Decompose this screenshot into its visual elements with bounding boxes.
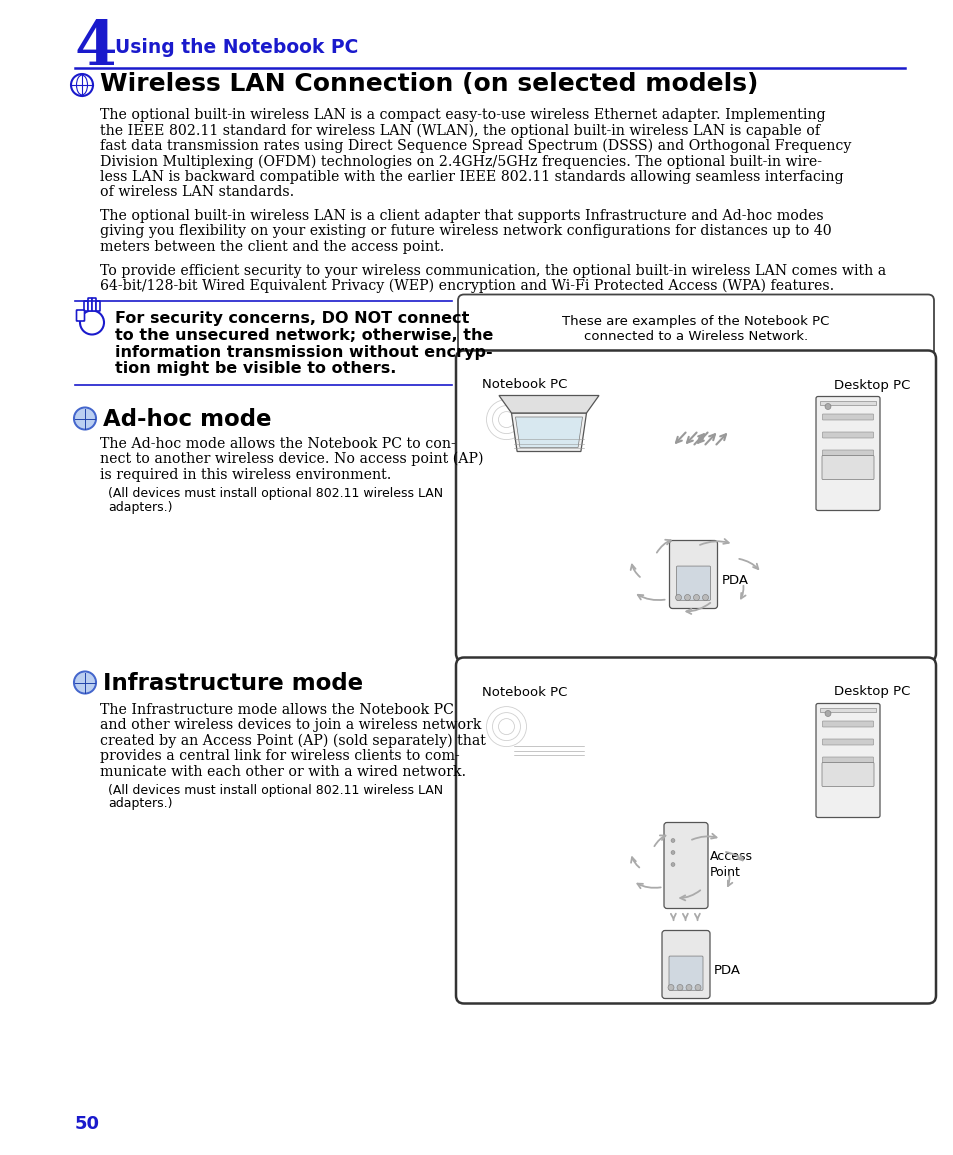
Circle shape [670,839,675,842]
Circle shape [670,850,675,855]
Circle shape [824,403,830,410]
FancyBboxPatch shape [456,657,935,1004]
Text: To provide efficient security to your wireless communication, the optional built: To provide efficient security to your wi… [100,263,885,277]
Polygon shape [820,401,875,404]
Text: Notebook PC: Notebook PC [481,686,567,699]
Text: (All devices must install optional 802.11 wireless LAN: (All devices must install optional 802.1… [108,487,442,500]
FancyBboxPatch shape [821,455,873,479]
Text: Desktop PC: Desktop PC [833,379,909,392]
Text: 64-bit/128-bit Wired Equivalent Privacy (WEP) encryption and Wi-Fi Protected Acc: 64-bit/128-bit Wired Equivalent Privacy … [100,280,833,293]
Circle shape [685,984,691,991]
Circle shape [695,984,700,991]
FancyBboxPatch shape [815,396,879,511]
Text: For security concerns, DO NOT connect: For security concerns, DO NOT connect [115,311,469,326]
FancyBboxPatch shape [91,298,96,311]
FancyBboxPatch shape [821,739,873,745]
Circle shape [675,595,680,601]
Text: fast data transmission rates using Direct Sequence Spread Spectrum (DSSS) and Or: fast data transmission rates using Direc… [100,139,850,154]
Text: (All devices must install optional 802.11 wireless LAN: (All devices must install optional 802.1… [108,784,442,797]
Polygon shape [820,708,875,711]
Text: tion might be visible to others.: tion might be visible to others. [115,362,395,377]
Polygon shape [511,413,586,452]
Text: and other wireless devices to join a wireless network: and other wireless devices to join a wir… [100,718,481,732]
Text: 50: 50 [75,1115,100,1133]
Polygon shape [511,720,586,759]
FancyBboxPatch shape [457,295,933,357]
Text: Notebook PC: Notebook PC [481,379,567,392]
Circle shape [693,595,699,601]
FancyBboxPatch shape [821,432,873,438]
Text: provides a central link for wireless clients to com-: provides a central link for wireless cli… [100,748,459,763]
Text: The optional built-in wireless LAN is a client adapter that supports Infrastruct: The optional built-in wireless LAN is a … [100,209,822,223]
Circle shape [670,863,675,866]
Circle shape [75,409,95,429]
FancyBboxPatch shape [76,310,85,321]
FancyBboxPatch shape [821,757,873,763]
FancyBboxPatch shape [821,450,873,456]
Text: The Infrastructure mode allows the Notebook PC: The Infrastructure mode allows the Noteb… [100,702,454,716]
Polygon shape [498,702,598,720]
Text: Using the Notebook PC: Using the Notebook PC [115,38,358,57]
Circle shape [677,984,682,991]
Text: These are examples of the Notebook PC: These are examples of the Notebook PC [561,314,829,328]
Text: information transmission without encryp-: information transmission without encryp- [115,344,492,359]
Text: Infrastructure mode: Infrastructure mode [103,672,363,695]
FancyBboxPatch shape [663,822,707,909]
Circle shape [75,672,95,693]
Polygon shape [515,724,582,754]
FancyBboxPatch shape [821,721,873,726]
Text: PDA: PDA [713,963,740,976]
Text: the IEEE 802.11 standard for wireless LAN (WLAN), the optional built-in wireless: the IEEE 802.11 standard for wireless LA… [100,124,820,137]
Text: Wireless LAN Connection (on selected models): Wireless LAN Connection (on selected mod… [100,72,758,96]
Text: Desktop PC: Desktop PC [833,686,909,699]
Text: adapters.): adapters.) [108,797,172,811]
Polygon shape [515,417,582,447]
Text: meters between the client and the access point.: meters between the client and the access… [100,240,444,254]
Text: created by an Access Point (AP) (sold separately) that: created by an Access Point (AP) (sold se… [100,733,485,748]
Text: municate with each other or with a wired network.: municate with each other or with a wired… [100,765,466,778]
Circle shape [824,710,830,716]
FancyBboxPatch shape [661,931,709,999]
FancyBboxPatch shape [676,566,710,601]
FancyBboxPatch shape [84,301,88,311]
Text: PDA: PDA [720,574,748,587]
Text: is required in this wireless environment.: is required in this wireless environment… [100,468,391,482]
FancyBboxPatch shape [815,703,879,818]
Text: giving you flexibility on your existing or future wireless network configuration: giving you flexibility on your existing … [100,224,831,238]
Circle shape [667,984,673,991]
FancyBboxPatch shape [456,350,935,662]
Text: of wireless LAN standards.: of wireless LAN standards. [100,186,294,200]
FancyBboxPatch shape [88,298,91,311]
Polygon shape [498,395,598,413]
FancyBboxPatch shape [96,301,100,311]
Text: 4: 4 [75,18,117,79]
FancyBboxPatch shape [821,762,873,787]
Text: Ad-hoc mode: Ad-hoc mode [103,409,272,432]
Text: Division Multiplexing (OFDM) technologies on 2.4GHz/5GHz frequencies. The option: Division Multiplexing (OFDM) technologie… [100,155,821,169]
Text: less LAN is backward compatible with the earlier IEEE 802.11 standards allowing : less LAN is backward compatible with the… [100,170,842,184]
Text: The Ad-hoc mode allows the Notebook PC to con-: The Ad-hoc mode allows the Notebook PC t… [100,437,456,450]
FancyBboxPatch shape [669,541,717,609]
Text: to the unsecured network; otherwise, the: to the unsecured network; otherwise, the [115,328,493,343]
Text: nect to another wireless device. No access point (AP): nect to another wireless device. No acce… [100,452,483,467]
Text: connected to a Wireless Network.: connected to a Wireless Network. [583,330,807,343]
FancyBboxPatch shape [668,956,702,990]
Circle shape [684,595,690,601]
Text: adapters.): adapters.) [108,500,172,514]
FancyBboxPatch shape [821,413,873,420]
Text: Access
Point: Access Point [709,850,752,879]
Circle shape [701,595,708,601]
Text: The optional built-in wireless LAN is a compact easy-to-use wireless Ethernet ad: The optional built-in wireless LAN is a … [100,109,824,122]
